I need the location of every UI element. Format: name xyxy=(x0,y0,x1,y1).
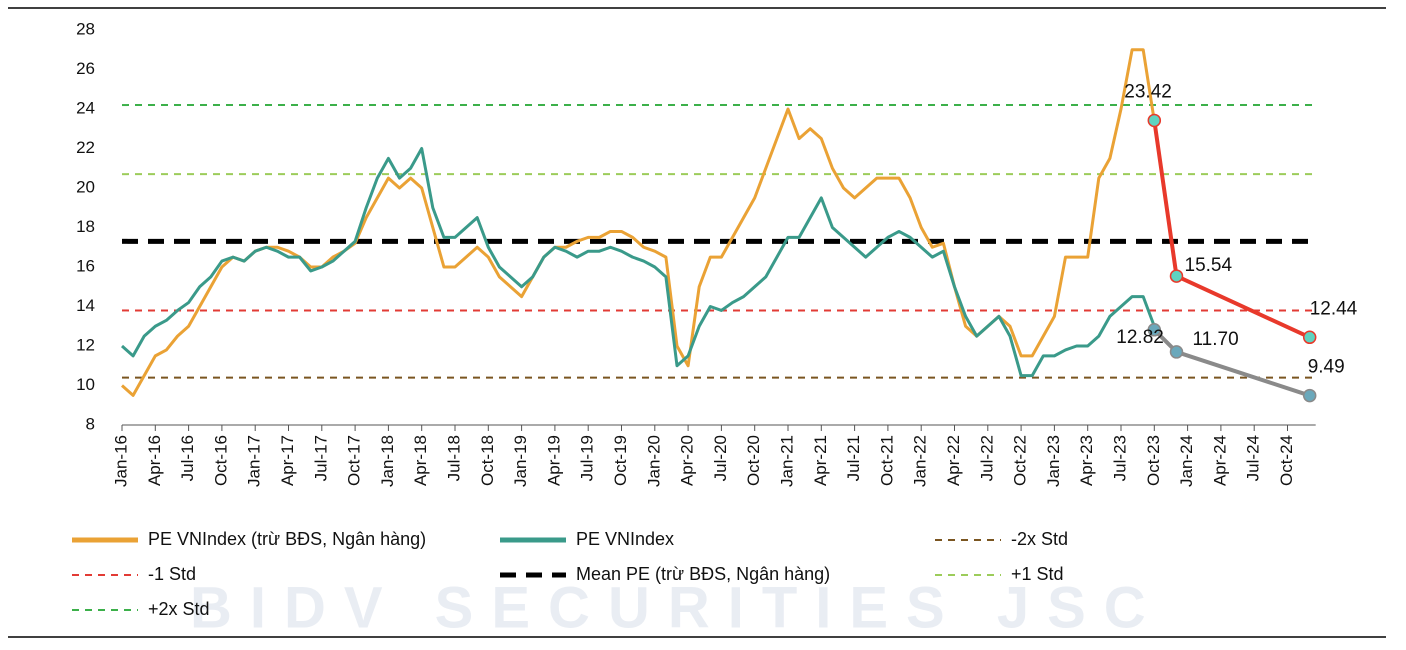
forecast-point xyxy=(1302,388,1317,403)
x-tick-label: Jul-22 xyxy=(977,435,996,481)
legend-label: PE VNIndex xyxy=(576,529,674,549)
legend-label: PE VNIndex (trừ BĐS, Ngân hàng) xyxy=(148,529,426,549)
x-tick-label: Oct-18 xyxy=(478,435,497,486)
forecast-segment xyxy=(1174,274,1312,340)
x-tick-label: Jan-24 xyxy=(1177,435,1196,487)
x-tick-label: Oct-24 xyxy=(1277,435,1296,486)
x-tick-label: Apr-21 xyxy=(811,435,830,486)
y-tick-label: 22 xyxy=(76,138,95,157)
forecast-point xyxy=(1169,345,1184,359)
series-line xyxy=(121,48,1156,397)
x-tick-label: Jan-22 xyxy=(911,435,930,487)
y-tick-label: 14 xyxy=(76,296,95,315)
y-tick-label: 10 xyxy=(76,375,95,394)
x-tick-label: Jan-21 xyxy=(777,435,796,487)
x-tick-label: Jan-16 xyxy=(111,435,130,487)
y-tick-label: 12 xyxy=(76,335,95,354)
data-label: 12.44 xyxy=(1310,298,1358,319)
x-tick-label: Apr-17 xyxy=(278,435,297,486)
y-tick-label: 28 xyxy=(76,19,95,38)
forecast-point xyxy=(1302,330,1317,345)
series-line xyxy=(121,147,1156,378)
y-tick-label: 16 xyxy=(76,256,95,275)
x-tick-label: Jan-19 xyxy=(511,435,530,487)
y-tick-label: 18 xyxy=(76,217,95,236)
legend-label: -2x Std xyxy=(1011,529,1068,549)
x-tick-label: Jul-17 xyxy=(311,435,330,481)
x-tick-label: Jul-16 xyxy=(178,435,197,481)
data-label: 15.54 xyxy=(1185,255,1233,276)
legend-label: +1 Std xyxy=(1011,564,1064,584)
x-tick-label: Oct-21 xyxy=(877,435,896,486)
x-tick-label: Jul-24 xyxy=(1244,435,1263,481)
y-tick-label: 8 xyxy=(86,414,95,433)
x-tick-label: Oct-23 xyxy=(1144,435,1163,486)
x-tick-label: Oct-20 xyxy=(744,435,763,486)
x-tick-label: Jan-20 xyxy=(644,435,663,487)
x-tick-label: Apr-16 xyxy=(145,435,164,486)
legend-label: Mean PE (trừ BĐS, Ngân hàng) xyxy=(576,564,830,584)
x-tick-label: Oct-19 xyxy=(611,435,630,486)
x-tick-label: Jul-21 xyxy=(844,435,863,481)
x-tick-label: Jul-20 xyxy=(711,435,730,481)
legend-label: -1 Std xyxy=(148,564,196,584)
watermark: BIDV SECURITIES JSC xyxy=(190,575,1164,640)
x-tick-label: Apr-24 xyxy=(1210,435,1229,486)
data-label: 11.70 xyxy=(1193,329,1239,350)
forecast-point xyxy=(1169,269,1184,283)
forecast-point xyxy=(1147,323,1162,337)
data-label: 9.49 xyxy=(1308,357,1345,378)
x-tick-label: Jan-18 xyxy=(378,435,397,487)
x-tick-label: Apr-20 xyxy=(678,435,697,486)
forecast-segment xyxy=(1152,118,1179,279)
x-tick-label: Jan-23 xyxy=(1044,435,1063,487)
x-tick-label: Jul-23 xyxy=(1110,435,1129,481)
x-tick-label: Jul-18 xyxy=(444,435,463,481)
x-tick-label: Apr-18 xyxy=(411,435,430,486)
x-tick-label: Apr-22 xyxy=(944,435,963,486)
x-tick-label: Apr-23 xyxy=(1077,435,1096,486)
x-tick-label: Apr-19 xyxy=(544,435,563,486)
y-tick-label: 20 xyxy=(76,177,95,196)
y-tick-label: 26 xyxy=(76,59,95,78)
y-tick-label: 24 xyxy=(76,98,95,117)
data-label: 12.82 xyxy=(1116,327,1164,348)
x-tick-label: Oct-16 xyxy=(211,435,230,486)
data-label: 23.42 xyxy=(1124,81,1172,102)
x-tick-label: Oct-22 xyxy=(1011,435,1030,486)
x-tick-label: Jul-19 xyxy=(578,435,597,481)
legend-label: +2x Std xyxy=(148,599,210,619)
x-tick-label: Jan-17 xyxy=(245,435,264,487)
forecast-point xyxy=(1147,113,1162,128)
forecast-segment xyxy=(1174,349,1312,398)
x-tick-label: Oct-17 xyxy=(345,435,364,486)
